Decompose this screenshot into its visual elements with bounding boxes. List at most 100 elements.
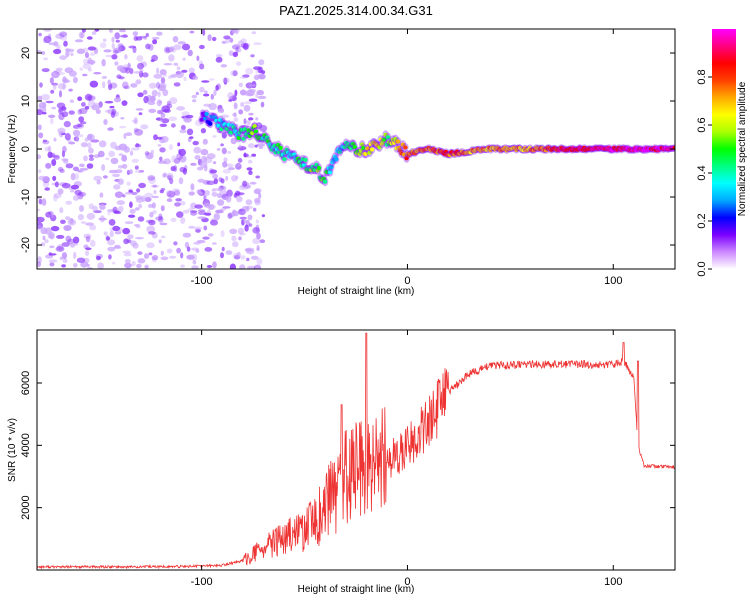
noise-blob	[79, 107, 88, 115]
noise-blob	[244, 92, 254, 97]
noise-blob	[246, 257, 250, 262]
noise-blob	[41, 68, 50, 73]
noise-blob	[123, 238, 129, 245]
noise-blob	[142, 89, 148, 95]
ridge-point	[229, 130, 234, 135]
noise-blob	[259, 124, 268, 132]
noise-blob	[47, 151, 53, 159]
noise-blob	[258, 59, 265, 66]
noise-blob	[159, 222, 168, 226]
noise-blob	[147, 101, 156, 105]
x-tick-label: 0	[404, 275, 410, 287]
noise-blob	[237, 48, 242, 53]
noise-blob	[61, 264, 66, 268]
noise-blob	[96, 255, 101, 261]
noise-blob	[247, 214, 253, 221]
noise-blob	[111, 54, 118, 60]
noise-blob	[180, 124, 186, 131]
noise-blob	[40, 242, 46, 247]
noise-blob	[122, 227, 131, 235]
noise-blob	[89, 224, 97, 231]
noise-blob	[94, 29, 100, 32]
colorbar-tick-label: 0.8	[696, 69, 708, 84]
noise-blob	[120, 117, 125, 120]
noise-blob	[135, 195, 143, 200]
noise-blob	[107, 239, 116, 246]
noise-blob	[79, 167, 89, 171]
x-tick-label: 0	[404, 576, 410, 588]
noise-blob	[235, 175, 239, 180]
noise-blob	[78, 191, 87, 197]
noise-blob	[119, 29, 126, 33]
noise-blob	[159, 189, 164, 194]
noise-blob	[108, 254, 112, 260]
noise-blob	[136, 55, 144, 62]
noise-blob	[61, 242, 70, 247]
noise-blob	[197, 216, 206, 219]
noise-blob	[215, 56, 223, 63]
noise-blob	[67, 219, 77, 226]
ridge-point	[346, 142, 351, 147]
noise-blob	[155, 117, 163, 121]
noise-blob	[84, 105, 90, 110]
noise-blob	[69, 242, 76, 248]
noise-blob	[170, 74, 177, 79]
noise-blob	[209, 169, 217, 174]
noise-blob	[49, 77, 55, 84]
noise-blob	[151, 195, 160, 199]
noise-blob	[48, 114, 56, 119]
noise-blob	[114, 32, 120, 40]
noise-blob	[196, 55, 200, 62]
noise-blob	[54, 181, 59, 188]
noise-blob	[104, 100, 114, 104]
noise-blob	[160, 77, 166, 84]
noise-blob	[221, 132, 227, 139]
noise-blob	[76, 170, 85, 173]
spectrogram-y-label: Frequency (Hz)	[7, 115, 18, 184]
noise-blob	[140, 124, 149, 130]
noise-blob	[59, 256, 64, 260]
noise-blob	[95, 109, 101, 115]
noise-blob	[132, 31, 139, 36]
noise-blob	[188, 67, 195, 74]
noise-blob	[92, 205, 98, 212]
ridge-point	[363, 151, 369, 156]
noise-blob	[59, 168, 65, 174]
noise-blob	[131, 191, 138, 196]
noise-blob	[237, 157, 243, 163]
noise-blob	[88, 157, 94, 162]
noise-blob	[199, 86, 205, 93]
noise-blob	[129, 169, 133, 175]
noise-blob	[176, 247, 182, 254]
noise-blob	[53, 48, 62, 55]
noise-blob	[252, 227, 261, 234]
noise-blob	[75, 135, 80, 143]
noise-blob	[220, 64, 227, 68]
noise-blob	[98, 217, 107, 221]
noise-blob	[78, 116, 85, 123]
noise-blob	[43, 29, 52, 32]
colorbar-label: Normalized spectral amplitude	[737, 81, 748, 216]
noise-blob	[231, 29, 237, 34]
noise-blob	[77, 109, 83, 115]
noise-blob	[59, 31, 68, 37]
noise-blob	[83, 233, 92, 239]
noise-blob	[220, 252, 224, 259]
noise-blob	[190, 162, 197, 166]
noise-blob	[107, 127, 114, 131]
noise-blob	[232, 51, 238, 58]
noise-blob	[86, 212, 96, 220]
noise-blob	[79, 194, 83, 199]
spectrogram-heatmap	[37, 29, 675, 269]
noise-blob	[156, 99, 162, 107]
noise-blob	[118, 205, 124, 213]
noise-blob	[243, 153, 249, 158]
noise-blob	[62, 159, 69, 164]
noise-blob	[53, 137, 57, 142]
noise-blob	[63, 225, 72, 231]
noise-blob	[208, 103, 217, 111]
noise-blob	[59, 90, 62, 98]
noise-blob	[245, 199, 253, 206]
noise-blob	[106, 236, 111, 241]
